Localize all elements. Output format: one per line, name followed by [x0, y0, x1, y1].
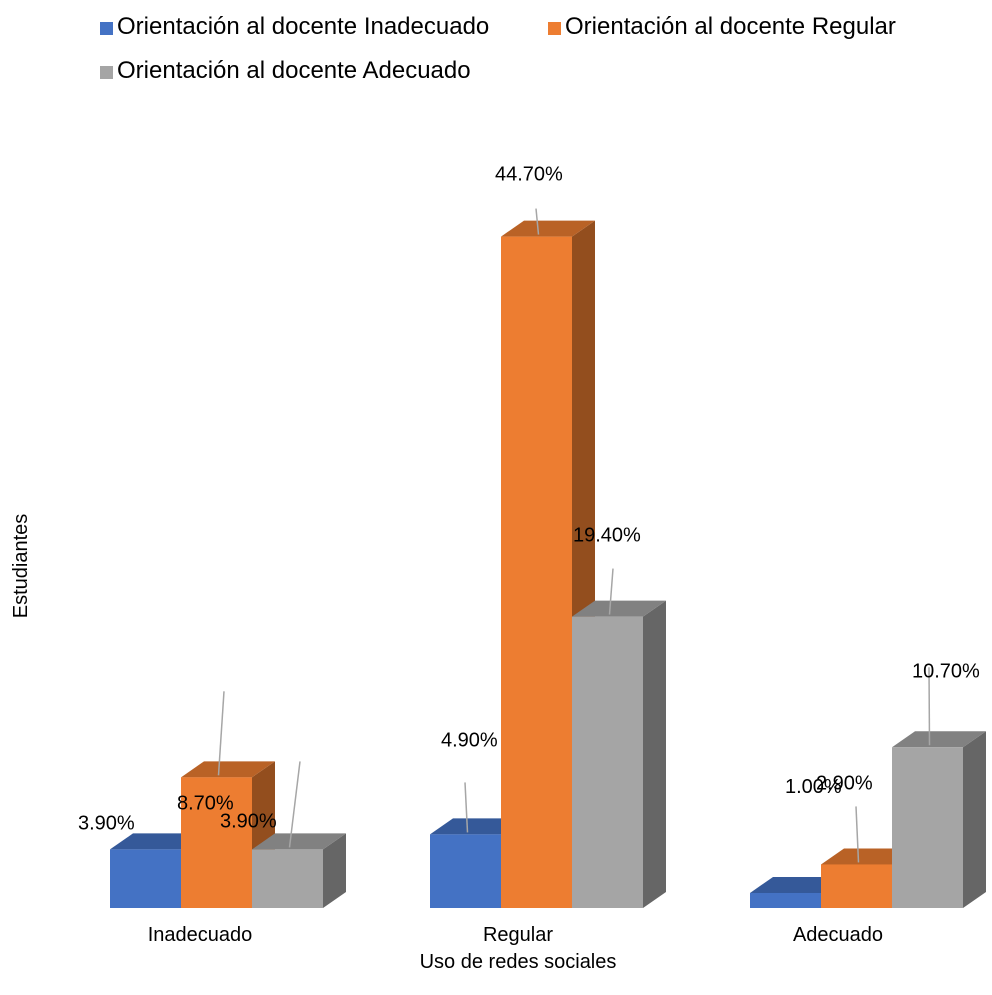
- bar-top: [110, 833, 204, 850]
- data-label: 3.90%: [220, 810, 277, 832]
- bar-front: [252, 849, 323, 908]
- leader-line: [464, 782, 469, 833]
- bar: [181, 761, 275, 908]
- legend-label: Orientación al docente Inadecuado: [117, 13, 489, 40]
- bar-top: [750, 876, 844, 893]
- bar: [252, 833, 346, 908]
- legend: Orientación al docente Inadecuado Orienta…: [100, 13, 896, 84]
- x-tick-label: Inadecuado: [148, 924, 253, 946]
- bar-side: [963, 731, 986, 908]
- leader-line: [928, 667, 931, 746]
- data-label: 2.90%: [816, 772, 873, 794]
- bar-front: [110, 849, 181, 908]
- bar: [501, 220, 595, 908]
- bar-top: [252, 833, 346, 850]
- bar-front: [892, 747, 963, 908]
- legend-label: Orientación al docente Adecuado: [117, 57, 471, 84]
- x-tick-label: Regular: [483, 924, 553, 946]
- bar-front: [501, 236, 572, 908]
- leader-line: [288, 761, 301, 848]
- bar-side: [643, 600, 666, 908]
- data-label: 3.90%: [78, 812, 135, 834]
- bar-front: [572, 616, 643, 908]
- data-label: 8.70%: [177, 792, 234, 814]
- leader-line: [535, 208, 540, 235]
- legend-swatch: [100, 22, 113, 35]
- plot-area: [110, 220, 986, 908]
- x-axis-ticks: Inadecuado Regular Adecuado: [148, 924, 883, 946]
- data-label: 4.90%: [441, 729, 498, 751]
- x-tick-label: Adecuado: [793, 924, 883, 946]
- legend-swatch: [548, 22, 561, 35]
- bar-front: [430, 834, 501, 908]
- leader-line: [608, 568, 614, 615]
- bar-top: [821, 848, 915, 865]
- bar-top: [501, 220, 595, 237]
- legend-swatch: [100, 66, 113, 79]
- data-label: 10.70%: [912, 660, 980, 682]
- bar-front: [181, 777, 252, 908]
- data-label: 1.00%: [785, 776, 842, 798]
- bar-front: [821, 864, 892, 908]
- legend-label: Orientación al docente Regular: [565, 13, 896, 40]
- bar-top: [572, 600, 666, 617]
- leader-line: [855, 806, 860, 863]
- data-label: 19.40%: [573, 525, 641, 547]
- bar: [892, 731, 986, 908]
- x-axis-title: Uso de redes sociales: [420, 951, 617, 973]
- bar: [572, 600, 666, 908]
- bar-top: [181, 761, 275, 778]
- y-axis-title: Estudiantes: [10, 514, 32, 619]
- bar-top: [430, 818, 524, 835]
- data-label: 44.70%: [495, 164, 563, 186]
- bar-side: [323, 833, 346, 908]
- bar-top: [892, 731, 986, 748]
- bar-front: [750, 892, 821, 908]
- leader-line: [217, 691, 225, 776]
- data-labels: 3.90%8.70%3.90%4.90%44.70%19.40%1.00%2.9…: [78, 164, 980, 863]
